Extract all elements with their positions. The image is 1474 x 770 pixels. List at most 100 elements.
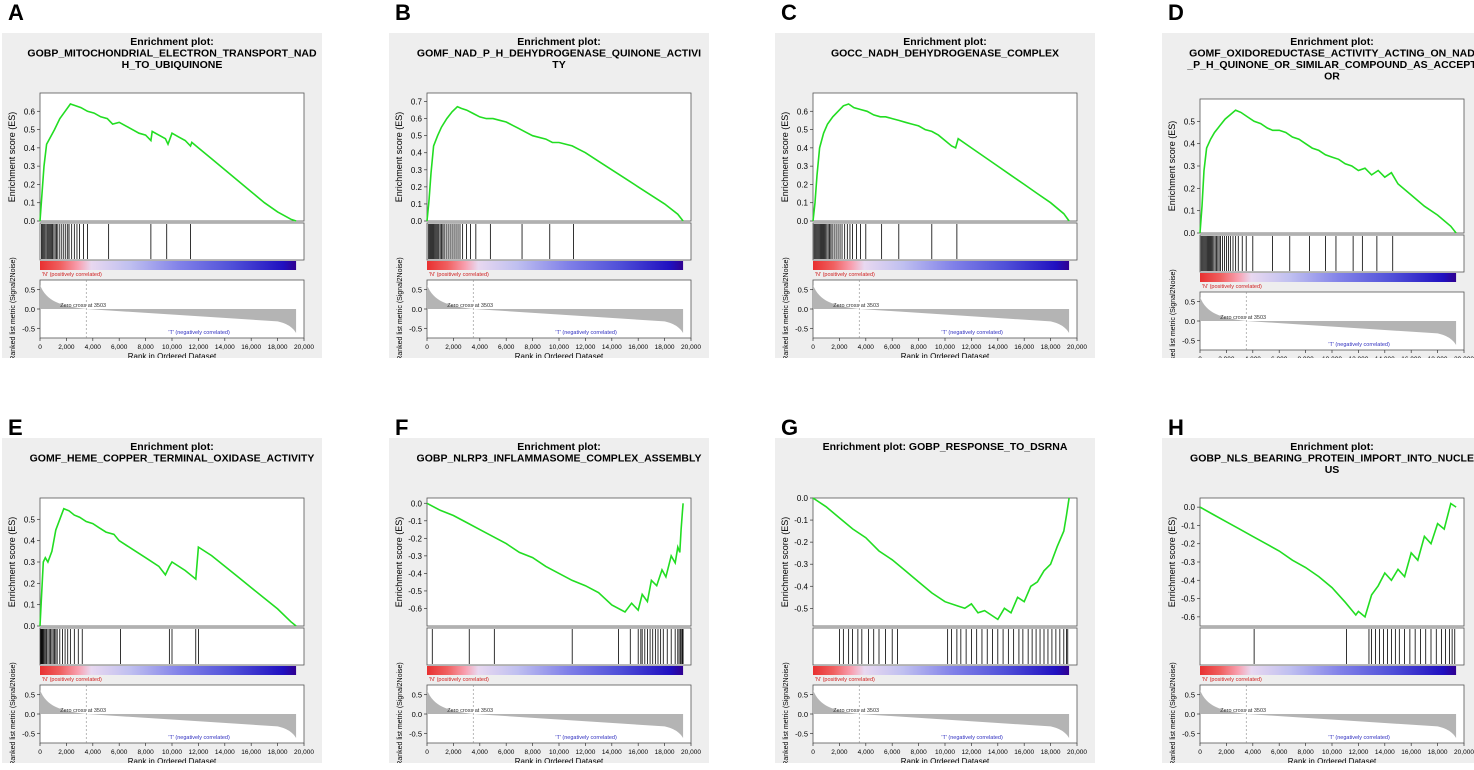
x-axis-label: Rank in Ordered Dataset <box>901 757 990 763</box>
xtick-label: 18,000 <box>1428 356 1448 358</box>
ranking-metric-area <box>40 690 297 738</box>
xtick-label: 8,000 <box>137 344 154 351</box>
metric-ytick-label: 0.5 <box>25 286 35 295</box>
es-ytick-label: 0.4 <box>411 149 423 158</box>
metric-axis-label: Ranked list metric (Signal2Noise) <box>1170 269 1177 358</box>
zero-cross-label: Zero cross at 3503 <box>447 708 493 714</box>
metric-ytick-label: 0.0 <box>25 710 35 719</box>
es-axis-label: Enrichment score (ES) <box>7 112 17 203</box>
panel-label: F <box>395 415 409 440</box>
es-plot-area <box>426 92 692 222</box>
es-ytick-label: 0.1 <box>24 199 36 208</box>
negative-correlation-label: 'T' (negatively correlated) <box>168 735 230 741</box>
rank-color-strip <box>427 261 684 270</box>
es-ytick-label: 0.1 <box>24 601 36 610</box>
ranking-metric-area <box>1200 297 1457 345</box>
positive-correlation-label: 'N' (positively correlated) <box>1202 677 1262 683</box>
plot-title-line: Enrichment plot: <box>517 36 600 48</box>
positive-correlation-label: 'N' (positively correlated) <box>1202 284 1262 290</box>
enrichment-plot-svg: Enrichment plot:GOMF_OXIDOREDUCTASE_ACTI… <box>1162 33 1474 391</box>
panel-label: G <box>781 415 799 440</box>
xtick-label: 6,000 <box>111 344 128 351</box>
xtick-label: 6,000 <box>1271 356 1288 358</box>
es-ytick-label: -0.4 <box>408 569 422 578</box>
es-ytick-label: -0.2 <box>794 538 808 547</box>
metric-axis-label: Ranked list metric (Signal2Noise) <box>397 662 404 763</box>
xtick-label: 20,000 <box>681 344 701 351</box>
rank-color-strip <box>427 666 684 675</box>
es-ytick-label: 0.6 <box>797 107 809 116</box>
xtick-label: 8,000 <box>524 749 541 756</box>
xtick-label: 6,000 <box>498 344 515 351</box>
es-ytick-label: -0.1 <box>1181 521 1195 530</box>
hits-area <box>812 627 1078 666</box>
panel-label: D <box>1168 0 1184 25</box>
rank-color-strip <box>40 666 297 675</box>
xtick-label: 10,000 <box>162 749 182 756</box>
ranking-metric-area <box>813 285 1070 333</box>
hits-area <box>426 222 692 261</box>
es-ytick-label: 0.5 <box>1184 117 1196 126</box>
xtick-label: 8,000 <box>524 344 541 351</box>
zero-cross-label: Zero cross at 3503 <box>1220 708 1266 714</box>
es-ytick-label: 0.4 <box>24 144 36 153</box>
rank-color-strip <box>40 261 297 270</box>
plot-title-line: GOBP_NLS_BEARING_PROTEIN_IMPORT_INTO_NUC… <box>1190 453 1474 465</box>
metric-ytick-label: -0.5 <box>1182 336 1195 345</box>
xtick-label: 6,000 <box>884 344 901 351</box>
positive-correlation-label: 'N' (positively correlated) <box>815 272 875 278</box>
metric-ytick-label: -0.5 <box>409 729 422 738</box>
metric-ytick-label: -0.5 <box>22 729 35 738</box>
xtick-label: 14,000 <box>988 344 1008 351</box>
es-ytick-label: 0.5 <box>24 515 36 524</box>
enrichment-profile-line <box>426 502 684 614</box>
xtick-label: 0 <box>425 344 429 351</box>
es-ytick-label: 0.4 <box>797 144 809 153</box>
xtick-label: 14,000 <box>215 344 235 351</box>
es-ytick-label: 0.0 <box>24 622 36 631</box>
es-plot-area <box>812 497 1078 627</box>
ranking-metric-area <box>813 690 1070 738</box>
es-ytick-label: 0.3 <box>797 162 809 171</box>
es-ytick-label: -0.4 <box>794 582 808 591</box>
es-ytick-label: -0.3 <box>408 552 422 561</box>
es-axis-label: Enrichment score (ES) <box>1167 121 1177 212</box>
metric-ytick-label: 0.0 <box>25 305 35 314</box>
xtick-label: 20,000 <box>1454 356 1474 358</box>
es-ytick-label: -0.4 <box>1181 576 1195 585</box>
enrichment-plot-svg: Enrichment plot: GOBP_RESPONSE_TO_DSRNA 0… <box>775 438 1095 770</box>
rank-color-strip <box>1200 666 1457 675</box>
xtick-label: 6,000 <box>111 749 128 756</box>
xtick-label: 0 <box>1198 749 1202 756</box>
es-ytick-label: -0.6 <box>1181 613 1195 622</box>
es-ytick-label: 0.2 <box>411 183 423 192</box>
enrichment-plot-panel: Enrichment plot: GOCC_NADH_DEHYDROGENASE_… <box>775 33 1095 379</box>
xtick-label: 2,000 <box>831 344 848 351</box>
metric-ytick-label: 0.0 <box>798 710 808 719</box>
es-ytick-label: 0.0 <box>411 499 423 508</box>
xtick-label: 18,000 <box>655 749 675 756</box>
xtick-label: 6,000 <box>1271 749 1288 756</box>
xtick-label: 0 <box>811 749 815 756</box>
xtick-label: 10,000 <box>549 749 569 756</box>
es-ytick-label: -0.1 <box>408 517 422 526</box>
es-ytick-label: 0.1 <box>797 199 809 208</box>
xtick-label: 18,000 <box>268 344 288 351</box>
es-ytick-label: 0.3 <box>1184 162 1196 171</box>
xtick-label: 20,000 <box>1454 749 1474 756</box>
xtick-label: 14,000 <box>988 749 1008 756</box>
es-axis-label: Enrichment score (ES) <box>394 112 404 203</box>
metric-ytick-label: 0.0 <box>1185 317 1195 326</box>
xtick-label: 8,000 <box>1297 356 1314 358</box>
xtick-label: 2,000 <box>445 344 462 351</box>
metric-ytick-label: -0.5 <box>1182 729 1195 738</box>
xtick-label: 2,000 <box>445 749 462 756</box>
enrichment-plot-panel: Enrichment plot: GOMF_HEME_COPPER_TERMINA… <box>2 438 322 770</box>
negative-correlation-label: 'T' (negatively correlated) <box>941 735 1003 741</box>
xtick-label: 2,000 <box>58 344 75 351</box>
es-ytick-label: 0.0 <box>1184 229 1196 238</box>
metric-ytick-label: 0.5 <box>1185 691 1195 700</box>
enrichment-profile-line <box>1199 502 1457 619</box>
xtick-label: 4,000 <box>85 749 102 756</box>
positive-correlation-label: 'N' (positively correlated) <box>42 272 102 278</box>
